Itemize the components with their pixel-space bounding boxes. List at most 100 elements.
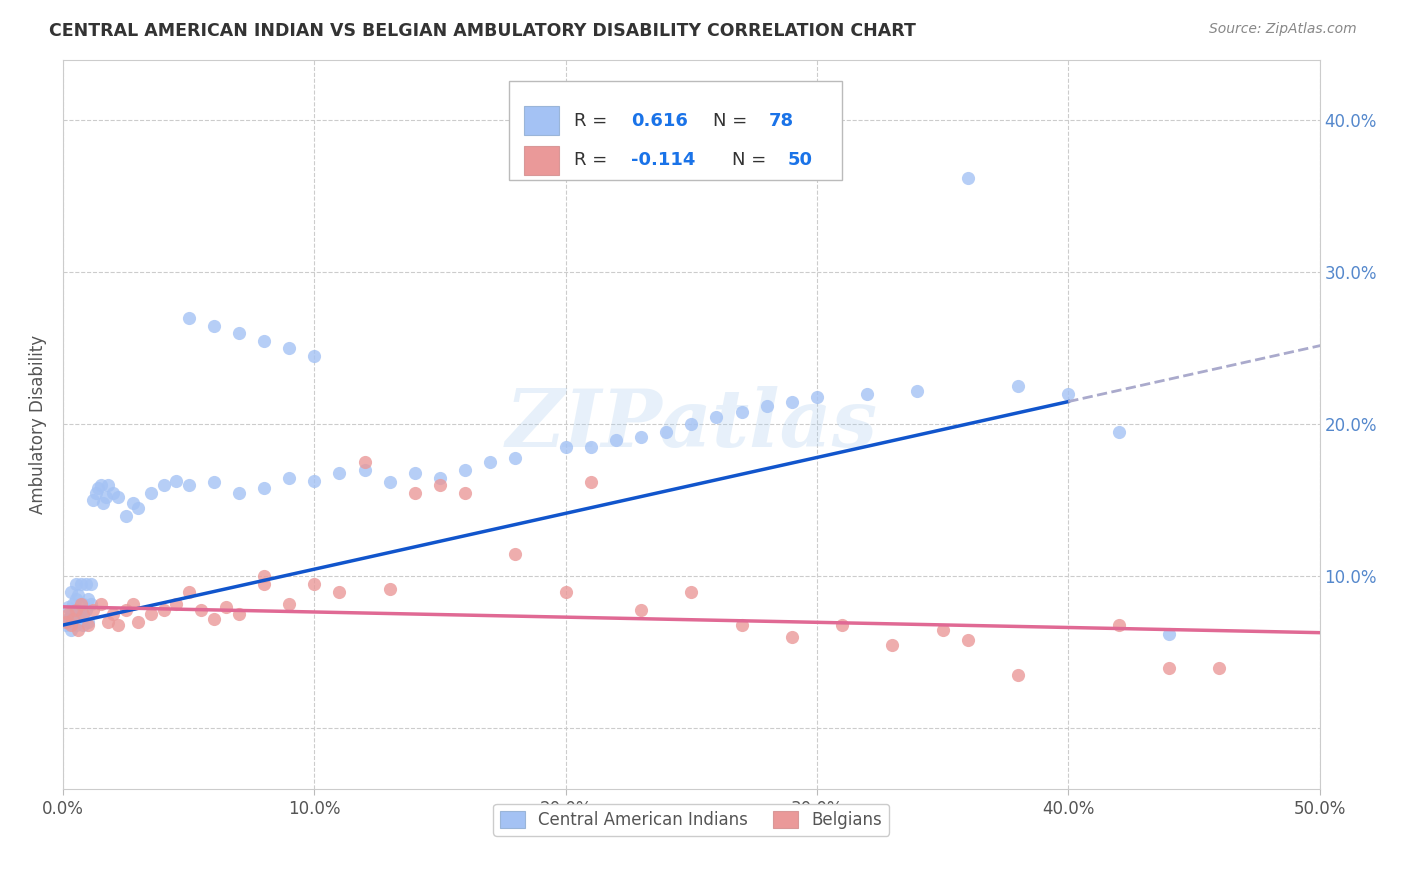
Point <box>554 584 576 599</box>
Point <box>72 597 94 611</box>
Point <box>65 592 87 607</box>
Text: 0.616: 0.616 <box>631 112 688 130</box>
Text: R =: R = <box>575 152 613 169</box>
Legend: Central American Indians, Belgians: Central American Indians, Belgians <box>494 804 889 836</box>
Point <box>328 466 350 480</box>
Point <box>378 475 401 490</box>
Point <box>831 618 853 632</box>
Bar <box>524 106 560 136</box>
Point <box>82 603 104 617</box>
Point <box>681 417 703 432</box>
Point <box>59 607 82 622</box>
Point <box>59 623 82 637</box>
Point <box>139 485 162 500</box>
Point <box>1208 660 1230 674</box>
Y-axis label: Ambulatory Disability: Ambulatory Disability <box>30 334 46 514</box>
Point <box>77 615 100 629</box>
Point <box>505 450 527 465</box>
FancyBboxPatch shape <box>509 81 842 180</box>
Point <box>72 618 94 632</box>
Text: 78: 78 <box>769 112 794 130</box>
Point <box>90 597 112 611</box>
Point <box>56 607 79 622</box>
Point <box>202 612 225 626</box>
Point <box>103 485 125 500</box>
Point <box>1108 618 1130 632</box>
Bar <box>524 145 560 175</box>
Point <box>404 466 426 480</box>
Point <box>554 440 576 454</box>
Point <box>69 577 91 591</box>
Point <box>1007 379 1029 393</box>
Point <box>215 599 238 614</box>
Point <box>87 481 110 495</box>
Point <box>579 440 602 454</box>
Point <box>165 474 187 488</box>
Text: CENTRAL AMERICAN INDIAN VS BELGIAN AMBULATORY DISABILITY CORRELATION CHART: CENTRAL AMERICAN INDIAN VS BELGIAN AMBUL… <box>49 22 917 40</box>
Point <box>706 409 728 424</box>
Point <box>97 478 120 492</box>
Point <box>62 597 84 611</box>
Point <box>353 463 375 477</box>
Point <box>1157 660 1180 674</box>
Point <box>152 603 174 617</box>
Point <box>59 584 82 599</box>
Point <box>67 603 90 617</box>
Point <box>681 584 703 599</box>
Point <box>84 485 107 500</box>
Point <box>69 597 91 611</box>
Point <box>65 577 87 591</box>
Point <box>278 470 301 484</box>
Point <box>253 481 276 495</box>
Point <box>165 597 187 611</box>
Point <box>253 334 276 348</box>
Point <box>56 599 79 614</box>
Point <box>931 623 953 637</box>
Point <box>429 478 451 492</box>
Point <box>882 638 904 652</box>
Point <box>605 433 627 447</box>
Point <box>730 618 752 632</box>
Point <box>190 603 212 617</box>
Point <box>79 577 101 591</box>
Point <box>69 615 91 629</box>
Point <box>404 485 426 500</box>
Point <box>77 592 100 607</box>
Point <box>1007 668 1029 682</box>
Point <box>378 582 401 596</box>
Point <box>328 584 350 599</box>
Point <box>79 597 101 611</box>
Point <box>67 623 90 637</box>
Point <box>278 597 301 611</box>
Point <box>127 501 149 516</box>
Point <box>115 508 138 523</box>
Point <box>122 597 145 611</box>
Point <box>75 577 97 591</box>
Point <box>72 607 94 622</box>
Point <box>253 569 276 583</box>
Point <box>139 607 162 622</box>
Text: R =: R = <box>575 112 613 130</box>
Point <box>94 491 117 505</box>
Point <box>228 607 250 622</box>
Text: N =: N = <box>713 112 752 130</box>
Point <box>127 615 149 629</box>
Point <box>454 485 477 500</box>
Point <box>304 474 326 488</box>
Point <box>152 478 174 492</box>
Point <box>107 618 129 632</box>
Point <box>630 603 652 617</box>
Point <box>107 491 129 505</box>
Point <box>956 633 979 648</box>
Point <box>630 429 652 443</box>
Point <box>103 607 125 622</box>
Text: ZIPatlas: ZIPatlas <box>505 385 877 463</box>
Point <box>59 618 82 632</box>
Point <box>579 475 602 490</box>
Point <box>304 577 326 591</box>
Point <box>177 584 200 599</box>
Point <box>115 603 138 617</box>
Point <box>1057 387 1080 401</box>
Point <box>278 342 301 356</box>
Point <box>655 425 678 439</box>
